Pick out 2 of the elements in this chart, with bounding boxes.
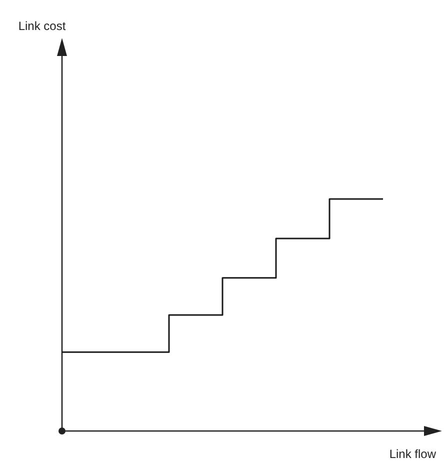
text: Link cost xyxy=(18,19,66,33)
x-axis-title: Link flow xyxy=(389,447,436,461)
